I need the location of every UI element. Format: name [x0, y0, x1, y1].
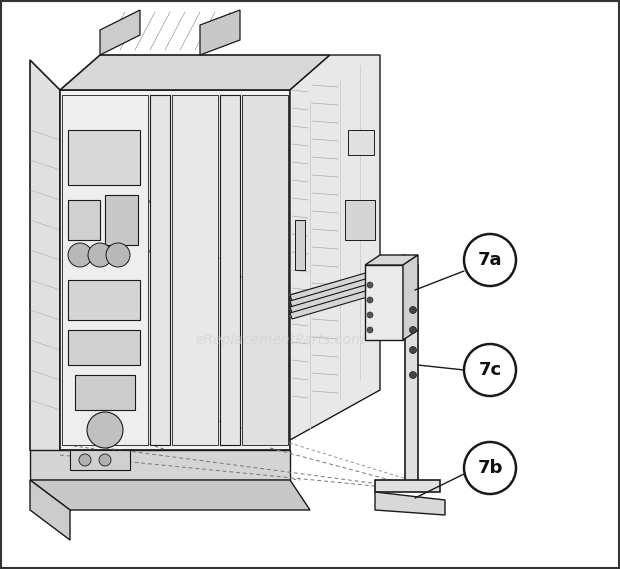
Polygon shape	[150, 95, 170, 445]
Polygon shape	[375, 492, 445, 515]
Circle shape	[79, 454, 91, 466]
Polygon shape	[68, 130, 140, 185]
Text: eReplacementParts.com: eReplacementParts.com	[195, 333, 365, 347]
Polygon shape	[105, 195, 138, 245]
Polygon shape	[68, 330, 140, 365]
Polygon shape	[30, 480, 70, 540]
Polygon shape	[290, 266, 412, 307]
Polygon shape	[60, 55, 330, 90]
Polygon shape	[75, 375, 135, 410]
Polygon shape	[30, 450, 290, 480]
Polygon shape	[60, 90, 290, 450]
Text: 7c: 7c	[479, 361, 502, 379]
Circle shape	[68, 243, 92, 267]
Circle shape	[409, 327, 417, 333]
Polygon shape	[68, 200, 100, 240]
Polygon shape	[403, 255, 418, 340]
Polygon shape	[68, 280, 140, 320]
Polygon shape	[375, 480, 440, 492]
Polygon shape	[365, 265, 403, 340]
Polygon shape	[295, 220, 305, 270]
Polygon shape	[290, 55, 380, 440]
Circle shape	[464, 234, 516, 286]
Polygon shape	[30, 480, 310, 510]
Polygon shape	[348, 130, 374, 155]
Text: 7a: 7a	[478, 251, 502, 269]
Polygon shape	[30, 60, 60, 480]
Circle shape	[88, 243, 112, 267]
Polygon shape	[290, 278, 412, 319]
Circle shape	[367, 327, 373, 333]
Polygon shape	[405, 265, 418, 490]
Circle shape	[464, 344, 516, 396]
Polygon shape	[172, 95, 218, 445]
Polygon shape	[62, 95, 148, 445]
Circle shape	[87, 412, 123, 448]
Polygon shape	[365, 255, 418, 265]
Polygon shape	[200, 10, 240, 55]
Text: 7b: 7b	[477, 459, 503, 477]
Circle shape	[409, 307, 417, 314]
Circle shape	[106, 243, 130, 267]
Circle shape	[464, 442, 516, 494]
Polygon shape	[220, 95, 240, 445]
Circle shape	[409, 372, 417, 378]
Polygon shape	[375, 255, 418, 270]
Circle shape	[367, 312, 373, 318]
Polygon shape	[242, 95, 288, 445]
Circle shape	[367, 297, 373, 303]
Circle shape	[367, 282, 373, 288]
Polygon shape	[100, 10, 140, 55]
Polygon shape	[290, 272, 412, 313]
Circle shape	[409, 347, 417, 353]
Polygon shape	[70, 450, 130, 470]
Circle shape	[99, 454, 111, 466]
Polygon shape	[345, 200, 375, 240]
Polygon shape	[290, 260, 412, 301]
